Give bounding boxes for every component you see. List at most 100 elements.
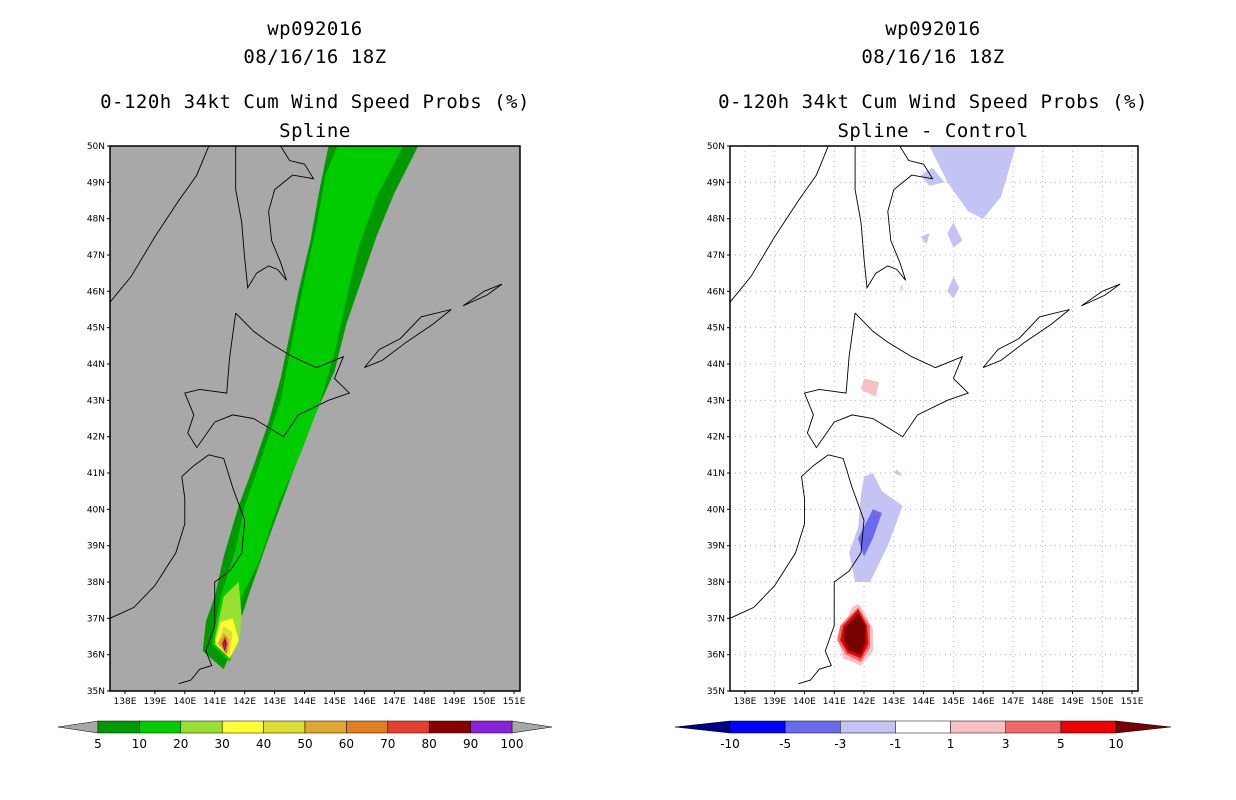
right-colorbar-low-arrow [674,720,731,734]
right-lat-tick-label: 40N [707,505,725,515]
left-map-layer [110,146,503,685]
right-coastline [1081,283,1121,307]
left-colorbar-label: 90 [463,737,478,751]
left-colorbar-swatch [221,720,264,734]
right-lat-tick-label: 41N [707,469,725,479]
left-lat-tick-label: 41N [87,469,105,479]
right-lat-tick-label: 35N [707,687,725,697]
right-lat-tick-label: 48N [707,215,725,225]
left-colorbar-label: 60 [339,737,354,751]
left-lon-tick-label: 138E [114,697,137,707]
left-colorbar-label: 5 [94,737,102,751]
left-lat-tick-label: 36N [87,651,105,661]
left-colorbar-swatch [180,720,223,734]
left-colorbar-label: 100 [501,737,524,751]
left-coastline [235,146,315,290]
right-coastline [798,454,865,685]
left-colorbar-swatch [97,720,140,734]
left-colorbar-label: 20 [173,737,188,751]
right-lon-tick-label: 141E [823,697,846,707]
right-lon-tick-label: 140E [793,697,816,707]
right-map-background [730,146,1138,691]
right-colorbar-swatch [840,720,896,734]
left-lat-tick-label: 46N [87,287,105,297]
left-lon-tick-label: 146E [353,697,376,707]
right-plot-frame [729,145,1139,692]
right-lon-tick-label: 149E [1061,697,1084,707]
left-lat-tick-label: 40N [87,505,105,515]
right-contour-neg3 [858,509,882,557]
left-coastline [110,146,210,303]
left-colorbar-high-arrow [511,720,553,734]
left-lat-tick-label: 35N [87,687,105,697]
right-storm-id: wp092016 [885,18,981,40]
left-lon-tick-label: 142E [233,697,256,707]
left-lat-tick-label: 48N [87,215,105,225]
right-coastline [730,146,829,303]
right-map-layer [730,146,1138,691]
right-lat-tick-label: 46N [707,287,725,297]
left-lat-tick-label: 50N [87,142,105,152]
right-colorbar-label: 1 [947,737,955,751]
left-contour-10 [211,146,404,662]
right-contour-neg1 [947,276,960,299]
left-plot-area: 35N 36N 37N 38N 39N 40N 41N 42N 43N 44N 45N 46N 47N 4… [87,142,526,707]
left-lon-tick-label: 140E [173,697,196,707]
right-lat-tick-label: 39N [707,542,725,552]
left-lat-tick-label: 47N [87,251,105,261]
left-contour-90 [223,640,226,650]
left-lat-tick-label: 39N [87,542,105,552]
left-lat-tick-label: 49N [87,178,105,188]
left-lon-tick-label: 150E [473,697,496,707]
left-lat-tick-label: 43N [87,396,105,406]
right-chart-subtitle: Spline - Control [837,120,1029,142]
right-plot-area: 35N 36N 37N 38N 39N 40N 41N 42N 43N 44N 45N 46N 47N 4… [707,142,1144,707]
right-lon-tick-label: 146E [972,697,995,707]
right-lat-tick-label: 50N [707,142,725,152]
left-lat-tick-label: 42N [87,433,105,443]
right-datetime: 08/16/16 18Z [861,46,1005,68]
left-coastline [110,454,210,619]
right-lon-tick-label: 148E [1031,697,1054,707]
left-coastline [178,454,246,685]
right-lat-tick-label: 42N [707,433,725,443]
left-colorbar-swatch [346,720,389,734]
left-coastline [184,312,351,449]
right-contour-1 [899,284,903,292]
left-lon-tick-label: 141E [203,697,226,707]
left-plot-frame [109,145,521,692]
left-colorbar-swatch [470,720,513,734]
left-lon-tick-label: 143E [263,697,286,707]
left-colorbar-label: 70 [380,737,395,751]
left-chart-subtitle: Spline [279,120,351,142]
right-colorbar-label: 3 [1002,737,1010,751]
right-colorbar-swatch [1060,720,1117,734]
right-lat-tick-label: 45N [707,324,725,334]
right-contour-neg1 [920,233,930,245]
left-coastline [462,283,503,307]
right-coastline [982,309,1070,369]
right-coastline [854,146,934,290]
right-coastline [803,312,970,449]
right-colorbar-swatch [1005,720,1062,734]
left-lat-tick-label: 45N [87,324,105,334]
right-colorbar-swatch [784,720,841,734]
right-lat-tick-label: 37N [707,614,725,624]
right-lon-tick-label: 144E [912,697,935,707]
right-lon-tick-label: 147E [1001,697,1024,707]
left-colorbar: 5 10 20 30 40 50 60 70 80 90 100 [57,720,553,751]
right-lat-tick-label: 47N [707,251,725,261]
right-lon-tick-label: 143E [882,697,905,707]
right-colorbar-swatch [895,720,951,734]
right-lon-tick-label: 142E [853,697,876,707]
right-lon-tick-label: 145E [942,697,965,707]
right-colorbar-label: 5 [1057,737,1065,751]
left-lon-tick-label: 145E [323,697,346,707]
right-lat-tick-label: 43N [707,396,725,406]
left-colorbar-label: 80 [422,737,437,751]
left-colorbar-low-arrow [57,720,99,734]
left-coastline [364,309,452,369]
left-colorbar-label: 40 [256,737,271,751]
right-contour-10 [843,612,866,655]
right-lon-tick-label: 139E [763,697,786,707]
